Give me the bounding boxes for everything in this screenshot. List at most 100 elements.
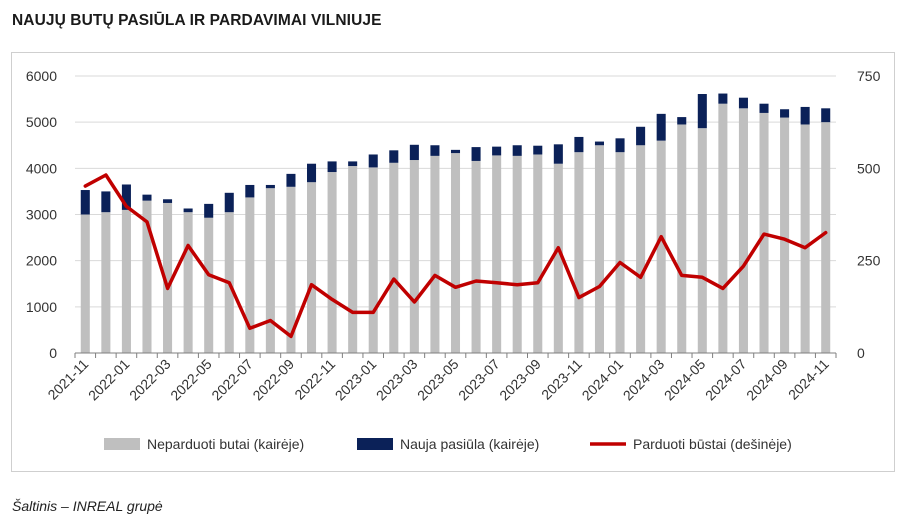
line-point-sold [228,282,230,284]
y-left-tick-label: 1000 [26,299,57,315]
bar-unsold [348,166,358,353]
chart-title: NAUJŲ BUTŲ PASIŪLA IR PARDAVIMAI VILNIUJ… [12,12,382,29]
bar-unsold [286,186,296,353]
bar-new-supply [389,150,399,163]
bar-unsold [656,140,666,353]
line-point-sold [105,174,107,176]
bar-new-supply [800,106,810,125]
legend-unsold-swatch [104,438,140,450]
line-point-sold [125,205,127,207]
bar-unsold [677,124,687,353]
bar-unsold [512,155,522,353]
bar-new-supply [224,192,234,213]
bar-new-supply [780,109,790,118]
bar-new-supply [121,184,131,210]
bar-unsold [533,154,543,353]
line-point-sold [619,262,621,264]
bar-unsold [450,153,461,353]
x-tick-label: 2021-11 [44,356,91,403]
line-point-sold [187,245,189,247]
x-tick-label: 2022-01 [85,356,133,404]
line-point-sold [413,301,415,303]
bar-unsold [245,197,255,353]
bar-unsold [265,188,275,353]
bar-unsold [738,108,748,353]
bar-new-supply [492,146,502,156]
bar-new-supply [183,208,193,213]
bar-unsold [800,124,810,353]
x-tick-label: 2024-07 [702,356,750,404]
x-tick-label: 2023-05 [414,356,462,404]
y-right-tick-label: 500 [857,160,881,176]
bar-new-supply [450,149,461,154]
bar-new-supply [430,145,440,156]
x-tick-label: 2024-09 [743,356,791,404]
bar-new-supply [368,154,378,168]
line-point-sold [372,311,374,313]
bar-new-supply [656,113,666,141]
bar-new-supply [574,136,584,153]
bar-unsold [718,103,728,353]
x-tick-label: 2024-11 [785,356,832,403]
bar-unsold [183,212,193,353]
y-right-tick-label: 750 [857,68,881,84]
bar-new-supply [245,184,255,198]
bar-unsold [615,152,625,353]
line-point-sold [825,232,827,234]
bar-unsold [368,167,378,353]
line-point-sold [557,247,559,249]
y-left-tick-label: 5000 [26,114,57,130]
y-right-tick-label: 0 [857,345,865,361]
line-point-sold [208,274,210,276]
line-point-sold [249,327,251,329]
line-point-sold [475,280,477,282]
line-point-sold [763,233,765,235]
line-point-sold [742,265,744,267]
bar-unsold [697,128,707,353]
bar-unsold [80,214,90,353]
y-left-tick-label: 0 [49,345,57,361]
x-tick-label: 2024-03 [620,356,668,404]
bar-new-supply [204,203,214,218]
bar-unsold [430,155,440,353]
bar-unsold [553,163,563,353]
bar-new-supply [471,147,481,161]
bar-unsold [471,160,481,353]
x-tick-label: 2023-09 [496,356,544,404]
x-tick-label: 2022-07 [208,356,256,404]
line-point-sold [640,276,642,278]
line-point-sold [352,311,354,313]
line-point-sold [167,287,169,289]
bar-new-supply [80,190,90,215]
legend-new-supply-swatch [357,438,393,450]
x-tick-label: 2024-05 [661,356,709,404]
bar-new-supply [307,163,317,183]
source-note: Šaltinis – INREAL grupė [12,498,163,514]
line-point-sold [537,282,539,284]
y-right-tick-label: 250 [857,253,881,269]
bar-new-supply [409,144,419,161]
legend-sold-label: Parduoti būstai (dešinėje) [633,436,792,452]
line-point-sold [681,274,683,276]
bar-unsold [492,155,502,353]
line-point-sold [393,278,395,280]
bar-new-supply [512,145,522,156]
y-left-tick-label: 3000 [26,207,57,223]
bar-new-supply [348,161,358,167]
bar-unsold [780,117,790,353]
bar-new-supply [697,94,707,129]
line-point-sold [516,284,518,286]
bar-unsold [307,182,317,353]
line-point-sold [290,335,292,337]
line-point-sold [784,238,786,240]
line-point-sold [146,221,148,223]
bar-unsold [327,172,337,353]
y-left-tick-label: 6000 [26,68,57,84]
bar-new-supply [142,194,152,201]
bar-unsold [636,145,646,353]
bar-unsold [409,160,419,353]
bar-new-supply [553,144,563,164]
line-point-sold [269,319,271,321]
bar-unsold [821,122,831,354]
bar-unsold [389,162,399,353]
